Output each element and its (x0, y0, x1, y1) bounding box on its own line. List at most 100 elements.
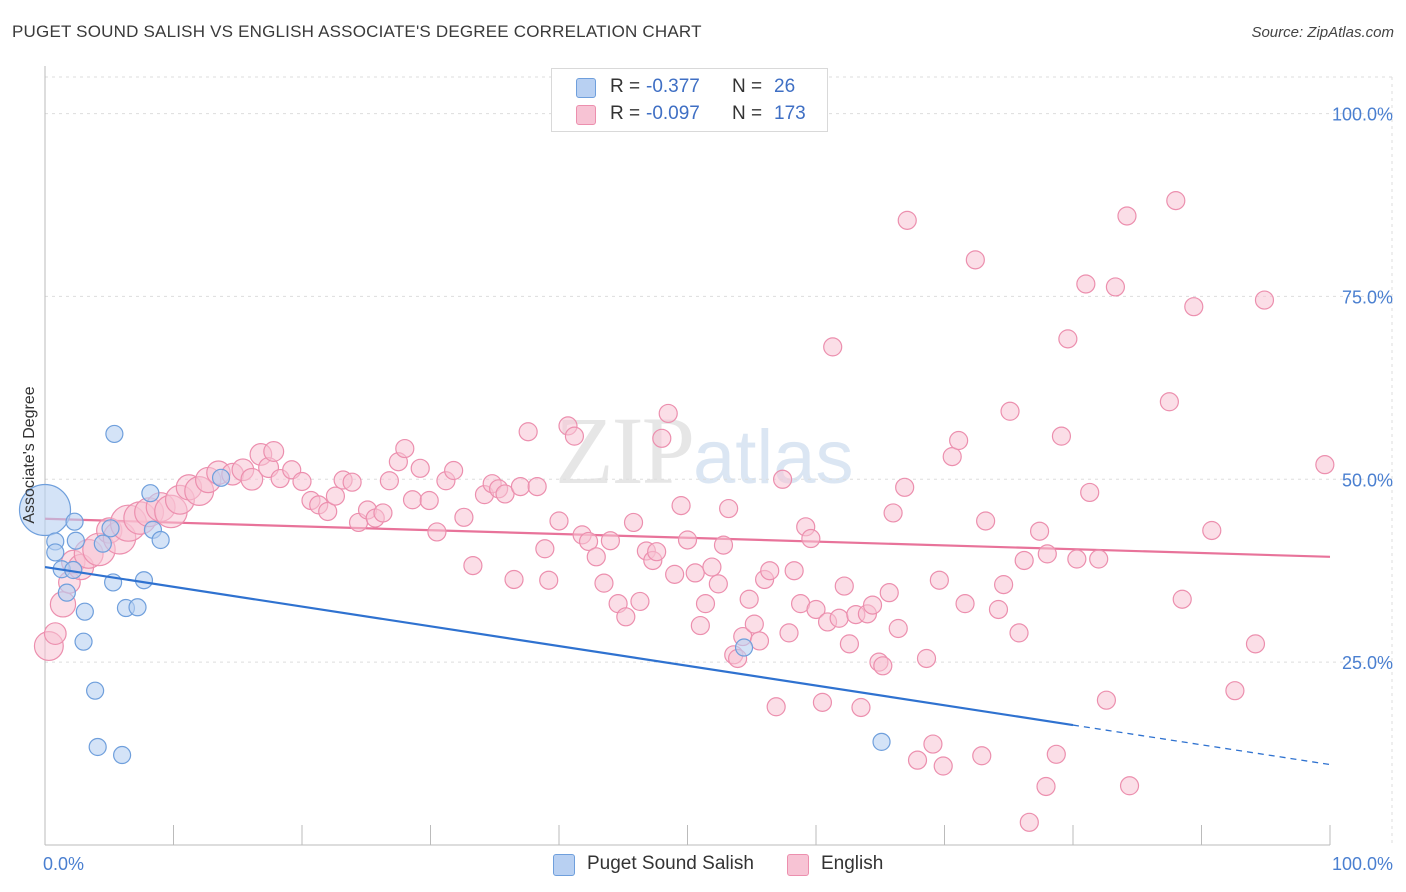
english-point (929, 570, 949, 590)
english-point (994, 575, 1014, 595)
english-point (772, 469, 793, 489)
english-point (379, 471, 399, 491)
puget-sound-salish-points (18, 424, 891, 765)
english-point (1080, 482, 1100, 503)
source-label: Source: ZipAtlas.com (1251, 24, 1394, 41)
chart-title: PUGET SOUND SALISH VS ENGLISH ASSOCIATE'… (12, 22, 702, 41)
puget-sound-salish-point (93, 534, 112, 553)
english-point (895, 477, 915, 497)
english-point (504, 569, 524, 590)
english-point (1067, 549, 1087, 569)
english-point (851, 697, 871, 718)
legend-label-english: English (821, 853, 884, 874)
english-point (1166, 191, 1186, 211)
puget-trend-line (44, 565, 1074, 727)
english-point (43, 622, 67, 646)
english-point (1037, 544, 1057, 564)
y-tick-label: 75.0% (1342, 287, 1393, 307)
english-point (395, 438, 415, 459)
watermark-atlas: atlas (693, 415, 854, 500)
english-point (1184, 297, 1204, 317)
english-point (586, 547, 606, 567)
puget-sound-salish-point (74, 632, 93, 651)
english-point (739, 589, 759, 609)
english-point (923, 734, 943, 754)
english-point (263, 440, 285, 462)
puget-sound-salish-point (211, 468, 231, 487)
english-point (976, 511, 996, 531)
english-point (744, 614, 764, 634)
english-point (749, 631, 770, 651)
english-point (897, 210, 917, 230)
english-point (829, 608, 849, 628)
english-point (594, 573, 614, 593)
english-point (839, 634, 860, 654)
english-point (564, 426, 585, 446)
english-point (527, 477, 547, 497)
english-point (495, 484, 515, 504)
english-point (916, 648, 937, 669)
english-point (647, 542, 667, 562)
y-tick-label: 25.0% (1342, 653, 1393, 673)
english-point (1009, 623, 1029, 643)
english-point (1117, 206, 1137, 226)
y-axis-label: Associate's Degree (21, 386, 38, 523)
puget-sound-salish-point (88, 737, 107, 757)
english-point (549, 511, 569, 531)
legend-swatch-pink (576, 105, 596, 125)
english-point (1089, 549, 1109, 569)
english-point (933, 756, 953, 776)
puget-sound-salish-point (151, 530, 170, 550)
puget-trend-extension (1072, 724, 1331, 766)
puget-sound-salish-point (112, 745, 132, 765)
english-point (318, 501, 338, 522)
english-point (801, 528, 821, 549)
english-point (1315, 455, 1335, 475)
english-point (779, 623, 799, 643)
english-point (463, 555, 483, 576)
puget-sound-salish-point (128, 598, 147, 617)
english-point (402, 490, 423, 510)
english-point (1119, 776, 1140, 796)
puget-sound-salish-point (134, 571, 154, 590)
english-point (942, 447, 962, 467)
puget-sound-salish-point (734, 638, 754, 657)
english-point (873, 656, 893, 676)
legend-swatch-blue (576, 78, 596, 98)
english-point (702, 557, 722, 577)
legend-n-label: N = (732, 76, 763, 97)
english-point (883, 503, 903, 523)
english-point (1019, 812, 1039, 832)
legend-n-label: N = (732, 103, 763, 124)
legend-r-value: -0.097 (646, 103, 700, 124)
english-point (539, 570, 559, 590)
y-tick-label: 50.0% (1342, 470, 1393, 490)
english-point (518, 422, 538, 442)
english-point (823, 337, 843, 357)
english-point (812, 692, 833, 712)
legend-r-label: R = (610, 76, 641, 97)
english-point (1245, 634, 1266, 654)
puget-sound-salish-point (872, 732, 891, 751)
english-point (454, 507, 474, 527)
puget-sound-salish-point (105, 424, 124, 444)
english-point (240, 467, 264, 491)
english-point (510, 477, 531, 497)
english-point (862, 595, 883, 615)
english-point (652, 428, 672, 448)
puget-sound-salish-point (65, 512, 84, 531)
english-point (685, 563, 705, 583)
puget-sound-salish-point (57, 583, 76, 602)
english-point (1036, 776, 1056, 797)
english-point (907, 750, 928, 770)
english-point (713, 535, 734, 555)
legend-n-value: 26 (774, 76, 796, 97)
axes (44, 66, 1331, 846)
english-point (325, 486, 346, 506)
english-point (1000, 401, 1020, 421)
english-point (616, 607, 636, 627)
english-point (1254, 290, 1275, 310)
english-point (965, 250, 985, 270)
english-point (806, 599, 826, 620)
